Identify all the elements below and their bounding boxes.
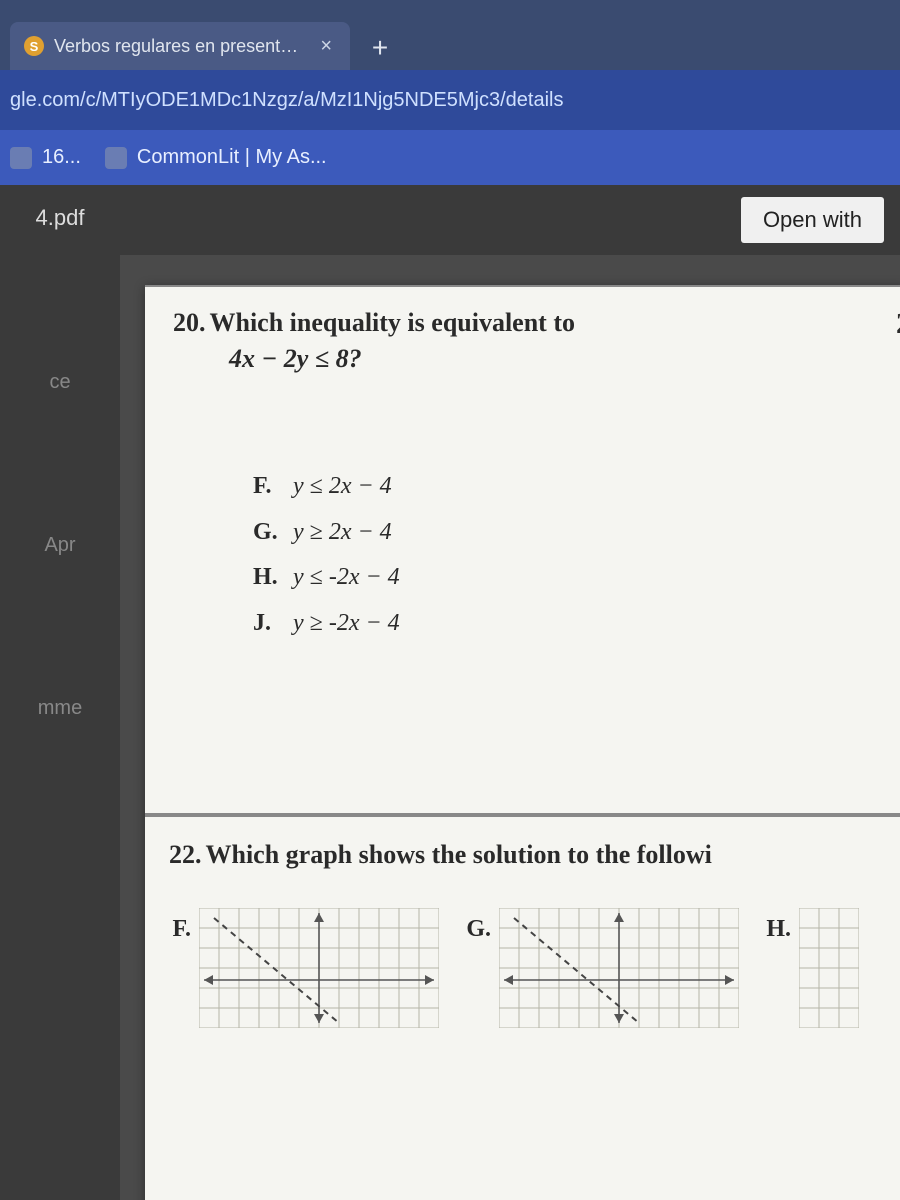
- adjacent-question-number: 2: [896, 307, 900, 341]
- bookmark-item[interactable]: 16...: [10, 146, 81, 169]
- option-text: y ≤ -2x − 4: [293, 555, 400, 601]
- graph-grid-icon: [199, 908, 439, 1028]
- thumbnail-sidebar: 4.pdf ce Apr mme: [0, 185, 120, 1200]
- new-tab-button[interactable]: +: [358, 26, 402, 70]
- graph-label: F.: [163, 916, 191, 943]
- open-with-button[interactable]: Open with: [741, 197, 884, 243]
- browser-tab-active[interactable]: S Verbos regulares en presente de ×: [10, 22, 350, 70]
- option-letter: H.: [253, 555, 279, 601]
- bookmark-icon: [10, 147, 32, 169]
- graph-label: G.: [463, 916, 491, 943]
- graph-option-h: H.: [763, 908, 859, 1028]
- answer-options: F. y ≤ 2x − 4 G. y ≥ 2x − 4 H. y ≤ -2x −…: [253, 464, 877, 646]
- option-text: y ≥ 2x − 4: [293, 510, 392, 556]
- option-letter: F.: [253, 464, 279, 510]
- question-prompt: Which inequality is equivalent to: [210, 308, 576, 337]
- url-text: gle.com/c/MTIyODE1MDc1Nzgz/a/MzI1Njg5NDE…: [10, 89, 564, 112]
- tab-favicon: S: [24, 36, 44, 56]
- bookmark-label: 16...: [42, 146, 81, 169]
- address-bar[interactable]: gle.com/c/MTIyODE1MDc1Nzgz/a/MzI1Njg5NDE…: [0, 70, 900, 130]
- option-j: J. y ≥ -2x − 4: [253, 601, 877, 647]
- graph-option-g: G.: [463, 908, 739, 1028]
- tab-title: Verbos regulares en presente de: [54, 36, 306, 57]
- option-h: H. y ≤ -2x − 4: [253, 555, 877, 601]
- option-text: y ≥ -2x − 4: [293, 601, 400, 647]
- option-text: y ≤ 2x − 4: [293, 464, 392, 510]
- graph-option-f: F.: [163, 908, 439, 1028]
- thumb-label: ce: [49, 371, 70, 394]
- pdf-viewer: 4.pdf ce Apr mme Open with 2 20. Which i…: [0, 185, 900, 1200]
- graph-grid-icon: [799, 908, 859, 1028]
- document-toolbar: Open with: [120, 185, 900, 255]
- bookmark-icon: [105, 147, 127, 169]
- close-icon[interactable]: ×: [316, 35, 336, 58]
- option-letter: G.: [253, 510, 279, 556]
- question-prompt: Which graph shows the solution to the fo…: [206, 840, 712, 869]
- page-scroll-area[interactable]: 2 20. Which inequality is equivalent to …: [120, 185, 900, 1200]
- thumb-label: Apr: [44, 534, 75, 557]
- option-g: G. y ≥ 2x − 4: [253, 510, 877, 556]
- option-letter: J.: [253, 601, 279, 647]
- option-f: F. y ≤ 2x − 4: [253, 464, 877, 510]
- bookmark-label: CommonLit | My As...: [137, 146, 327, 169]
- browser-tab-bar: S Verbos regulares en presente de × +: [0, 0, 900, 70]
- graph-grid-icon: [499, 908, 739, 1028]
- pdf-page: 2 20. Which inequality is equivalent to …: [145, 285, 900, 1200]
- question-number: 22.: [169, 840, 202, 869]
- question-20-cell: 2 20. Which inequality is equivalent to …: [145, 285, 900, 815]
- bookmark-item[interactable]: CommonLit | My As...: [105, 146, 327, 169]
- graph-label: H.: [763, 916, 791, 943]
- thumb-label: mme: [38, 697, 82, 720]
- document-filename: 4.pdf: [36, 205, 85, 231]
- bookmarks-bar: 16... CommonLit | My As...: [0, 130, 900, 185]
- graph-options-row: F. G. H.: [163, 908, 900, 1028]
- question-22-cell: 22. Which graph shows the solution to th…: [145, 815, 900, 1028]
- question-expression: 4x − 2y ≤ 8?: [229, 344, 877, 374]
- question-number: 20.: [173, 308, 206, 337]
